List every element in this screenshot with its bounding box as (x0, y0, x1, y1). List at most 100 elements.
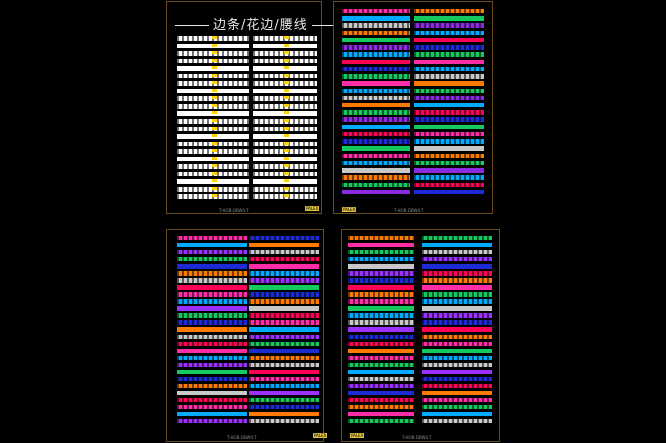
border-strip (342, 95, 410, 101)
border-strip (177, 390, 247, 396)
drawing-sheet-4[interactable]: T-HOB-DBW0-T PALEX (341, 229, 500, 442)
border-strip (422, 320, 492, 325)
drawing-sheet-3[interactable]: T-HOB-DBW0-T PALEX (166, 229, 328, 442)
border-strip (342, 37, 410, 43)
border-strip (348, 236, 414, 241)
border-strip (348, 313, 414, 318)
yellow-marker (283, 58, 289, 62)
border-strip (414, 189, 484, 195)
border-strip (422, 292, 492, 297)
border-strip (422, 418, 492, 424)
yellow-marker (283, 73, 289, 77)
yellow-marker (283, 149, 289, 153)
sheet-footer: T-HOB-DBW0-T (219, 208, 249, 213)
drawing-sheet-1[interactable]: 边条/花边/腰线 T-HOB-DBW0-T PALEX (166, 1, 346, 214)
border-strip (342, 168, 410, 173)
border-strip (249, 292, 319, 297)
sheet-footer: T-HOB-DBW0-T (394, 208, 424, 213)
border-strip (348, 348, 414, 353)
border-strip (348, 278, 414, 283)
border-strip (422, 362, 492, 368)
border-column-left (177, 36, 249, 202)
border-strip (348, 411, 414, 417)
border-strip (348, 362, 414, 368)
border-strip (342, 74, 410, 79)
border-strip (348, 257, 414, 262)
border-strip (414, 23, 484, 28)
title-rule-left (175, 25, 209, 26)
border-strip (177, 292, 247, 297)
yellow-marker (211, 111, 217, 115)
border-strip (422, 313, 492, 318)
border-strip (177, 418, 247, 424)
border-strip (342, 52, 410, 57)
border-strip (348, 243, 414, 248)
border-strip (249, 320, 319, 325)
yellow-marker (211, 156, 217, 160)
border-strip (414, 52, 484, 57)
border-strip (414, 168, 484, 173)
border-strip (177, 404, 247, 410)
yellow-marker (283, 111, 289, 115)
border-strip (422, 390, 492, 396)
border-strip (177, 236, 247, 241)
drawing-sheet-2[interactable]: T-HOB-DBW0-T PALEX (333, 1, 493, 214)
border-strip (422, 397, 492, 403)
border-strip (348, 264, 414, 269)
sheet-logo: PALEX (342, 207, 357, 212)
border-strip (414, 66, 484, 72)
border-strip (177, 278, 247, 283)
yellow-marker (283, 171, 289, 175)
border-strip (342, 45, 410, 50)
yellow-marker (283, 126, 289, 130)
border-strip (249, 313, 319, 318)
border-strip (342, 139, 410, 144)
border-strip (177, 306, 247, 311)
border-strip (422, 264, 492, 269)
border-strip (422, 341, 492, 346)
sheet-logo: PALEX (305, 206, 320, 211)
yellow-marker (211, 88, 217, 92)
yellow-marker (211, 43, 217, 47)
border-strip (422, 236, 492, 241)
border-strip (422, 243, 492, 248)
border-strip (249, 264, 319, 269)
border-strip (249, 341, 319, 346)
border-strip (177, 348, 247, 353)
border-strip (422, 299, 492, 304)
border-strip (414, 146, 484, 151)
sheet-logo: PALEX (313, 433, 328, 438)
border-strip (177, 369, 247, 375)
border-strip (249, 411, 319, 417)
border-strip (342, 16, 410, 21)
border-strip (414, 124, 484, 130)
border-column-left (348, 236, 414, 426)
border-strip (177, 327, 247, 332)
border-strip (348, 250, 414, 255)
border-strip (177, 376, 247, 382)
border-strip (249, 390, 319, 396)
border-strip (422, 334, 492, 339)
yellow-marker (211, 81, 217, 85)
yellow-marker (211, 179, 217, 183)
border-strip (414, 37, 484, 43)
border-strip (177, 411, 247, 417)
border-strip (422, 369, 492, 375)
border-strip (249, 418, 319, 424)
border-strip (177, 250, 247, 255)
yellow-marker (283, 88, 289, 92)
border-strip (177, 271, 247, 276)
border-strip (414, 175, 484, 180)
border-strip (177, 334, 247, 339)
border-strip (342, 30, 410, 36)
border-strip (422, 348, 492, 353)
border-strip (342, 117, 410, 122)
yellow-marker (283, 134, 289, 138)
yellow-marker (283, 103, 289, 107)
border-strip (249, 369, 319, 375)
border-strip (414, 88, 484, 93)
border-strip (348, 404, 414, 410)
border-column-right (414, 9, 484, 197)
border-strip (414, 160, 484, 166)
border-strip (249, 397, 319, 403)
